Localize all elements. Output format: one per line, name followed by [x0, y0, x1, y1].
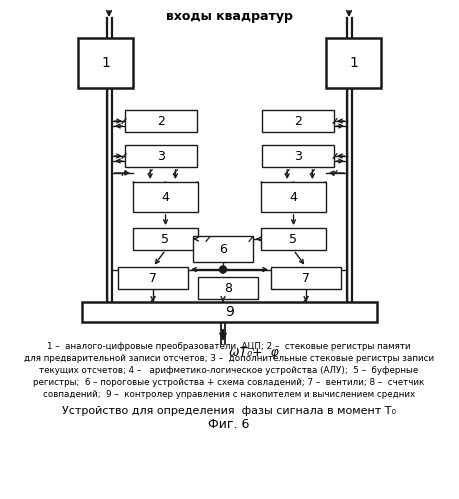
Text: Фиг. 6: Фиг. 6: [208, 418, 250, 431]
Bar: [198, 277, 258, 299]
Text: 6: 6: [219, 243, 227, 255]
Bar: [125, 110, 197, 132]
Bar: [262, 145, 334, 167]
Text: 5: 5: [162, 233, 169, 246]
Bar: [326, 38, 381, 88]
Text: 2: 2: [294, 114, 302, 128]
Text: 7: 7: [149, 271, 157, 284]
Bar: [133, 228, 198, 250]
Text: текущих отсчетов; 4 –   арифметико-логическое устройства (АЛУ);  5 –  буферные: текущих отсчетов; 4 – арифметико-логичес…: [39, 366, 419, 375]
Text: регистры;  6 – пороговые устройства + схема совладений; 7 –  вентили; 8 –  счетч: регистры; 6 – пороговые устройства + схе…: [34, 378, 425, 387]
Text: входы квадратур: входы квадратур: [166, 10, 292, 23]
Bar: [271, 267, 341, 289]
Text: 5: 5: [290, 233, 297, 246]
Text: 1: 1: [349, 56, 358, 70]
Text: 7: 7: [302, 271, 310, 284]
Circle shape: [219, 266, 226, 273]
Text: 2: 2: [157, 114, 165, 128]
Bar: [193, 236, 253, 262]
Text: ωT₀+  φ: ωT₀+ φ: [229, 346, 279, 359]
Text: совпадений;  9 –  контролер управления с накопителем и вычислением средних: совпадений; 9 – контролер управления с н…: [43, 390, 415, 399]
Text: 8: 8: [224, 281, 232, 294]
Text: 4: 4: [162, 191, 169, 204]
Text: 1: 1: [101, 56, 110, 70]
Bar: [133, 182, 198, 212]
Bar: [261, 182, 326, 212]
Text: 4: 4: [290, 191, 297, 204]
Text: 1 –  аналого-цифровые преобразователи, АЦП; 2 –  стековые регистры памяти: 1 – аналого-цифровые преобразователи, АЦ…: [47, 342, 411, 351]
Bar: [261, 228, 326, 250]
Text: для предварительной записи отсчетов; 3 –  дополнительные стековые регистры запис: для предварительной записи отсчетов; 3 –…: [24, 354, 434, 363]
Text: 3: 3: [294, 150, 302, 163]
Bar: [78, 38, 133, 88]
Bar: [262, 110, 334, 132]
Bar: [125, 145, 197, 167]
Bar: [82, 302, 377, 322]
Text: Устройство для определения  фазы сигнала в момент T₀: Устройство для определения фазы сигнала …: [62, 406, 396, 416]
Text: 3: 3: [157, 150, 165, 163]
Bar: [118, 267, 188, 289]
Text: 9: 9: [225, 305, 234, 319]
